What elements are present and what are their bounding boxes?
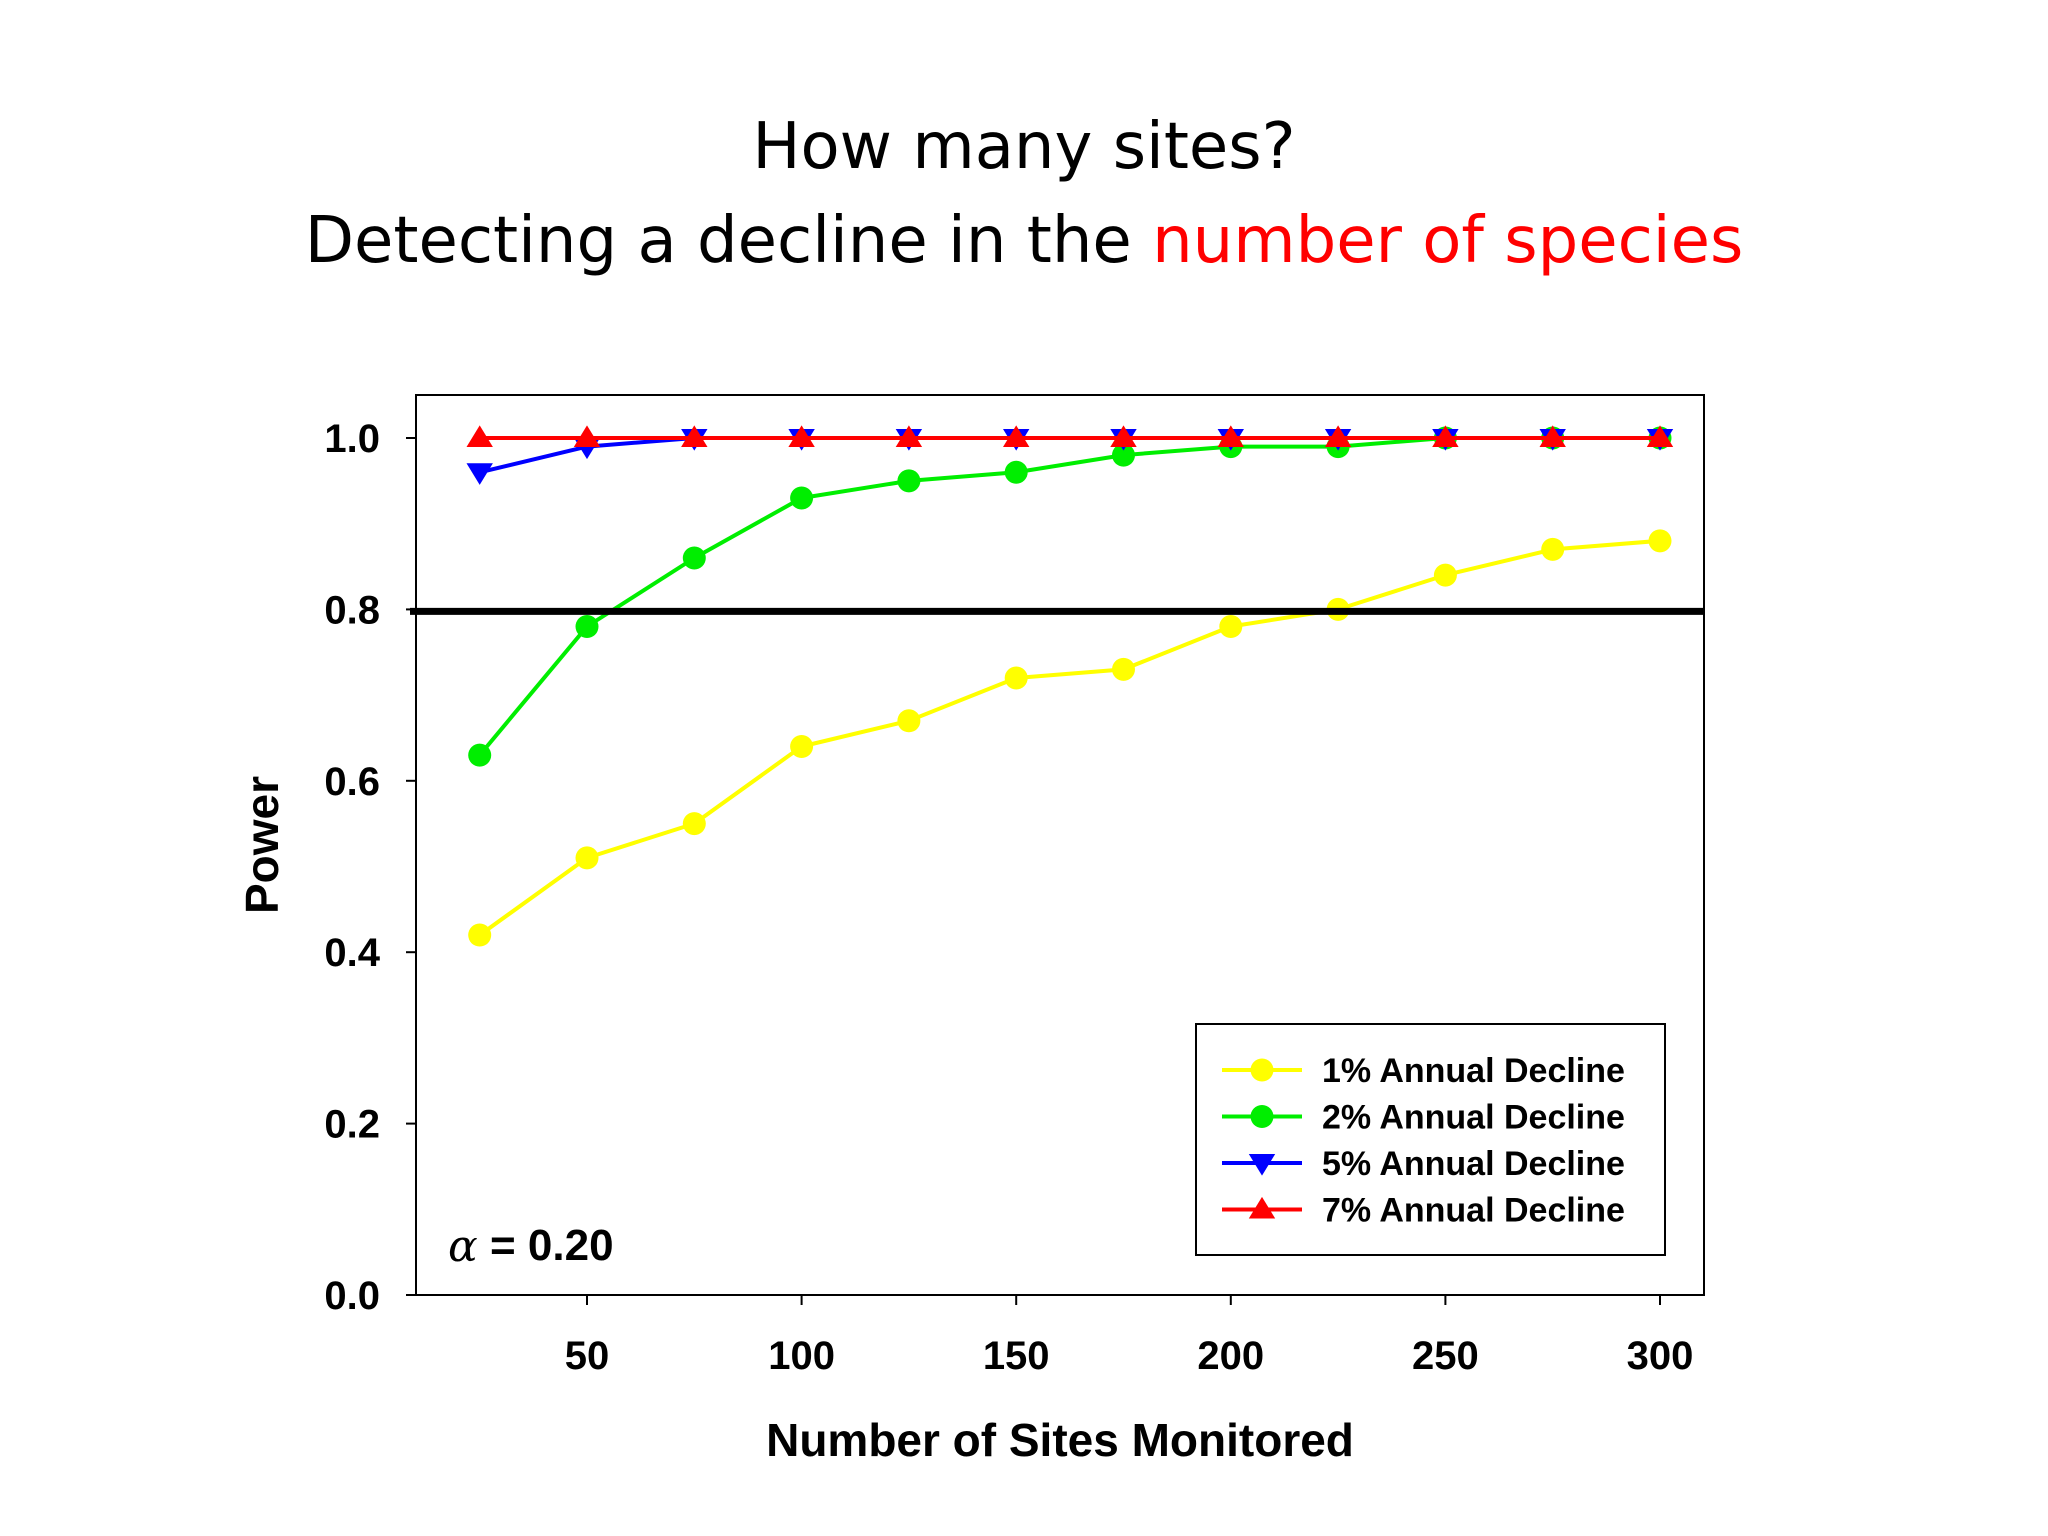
data-point <box>1539 425 1566 447</box>
data-point <box>1248 1154 1276 1176</box>
series-4 <box>466 425 1674 447</box>
x-tick-label: 50 <box>565 1334 610 1378</box>
y-tick-label: 0.6 <box>324 760 380 804</box>
y-tick-label: 0.8 <box>324 588 380 632</box>
slide-title: How many sites? Detecting a decline in t… <box>0 100 2048 288</box>
data-point <box>1219 615 1243 639</box>
data-point <box>895 425 923 447</box>
data-point <box>1112 657 1135 681</box>
legend-item: 2% Annual Decline <box>1222 1099 1625 1137</box>
x-axis-title: Number of Sites Monitored <box>766 1414 1354 1466</box>
series-1 <box>468 529 1672 947</box>
data-point <box>1250 1058 1274 1082</box>
x-tick-label: 250 <box>1412 1334 1479 1378</box>
legend-box <box>1195 1023 1666 1256</box>
y-tick-label: 0.2 <box>324 1103 380 1147</box>
x-tick-label: 200 <box>1197 1334 1264 1378</box>
series-layer <box>466 425 1674 947</box>
tick-layer: 0.0 0.2 0.4 0.6 0.8 1.0 50 100 150 200 250 300 <box>324 417 1693 1378</box>
x-tick-label: 150 <box>983 1334 1050 1378</box>
title-line-1: How many sites? <box>752 110 1296 184</box>
y-axis-title: Power <box>236 776 288 914</box>
data-point <box>1003 425 1030 447</box>
legend-item: 1% Annual Decline <box>1222 1052 1625 1090</box>
data-point <box>681 425 708 447</box>
title-line-2-highlight: number of species <box>1152 204 1744 278</box>
y-tick-label: 0.0 <box>324 1274 380 1318</box>
data-point <box>1324 425 1352 447</box>
annotation-layer: α = 0.20 <box>448 1221 614 1272</box>
legend-label: 2% Annual Decline <box>1322 1099 1625 1137</box>
x-tick-label: 300 <box>1627 1334 1694 1378</box>
data-point <box>682 812 706 836</box>
legend-item: 5% Annual Decline <box>1222 1145 1625 1183</box>
data-point <box>468 923 492 947</box>
data-point <box>1250 1105 1274 1128</box>
y-tick-label: 1.0 <box>324 417 380 461</box>
data-point <box>1432 425 1459 447</box>
data-point <box>788 425 815 447</box>
legend-label: 7% Annual Decline <box>1322 1192 1625 1230</box>
data-point <box>682 546 706 570</box>
data-point <box>468 743 492 767</box>
data-point <box>466 425 493 447</box>
data-point <box>1248 1196 1276 1219</box>
data-point <box>1112 443 1135 467</box>
data-point <box>790 735 814 759</box>
data-point <box>1110 425 1137 447</box>
x-tick-label: 100 <box>768 1334 835 1378</box>
data-point <box>1004 460 1028 484</box>
title-line-2-prefix: Detecting a decline in the <box>304 204 1153 278</box>
data-point <box>1433 563 1457 587</box>
data-point <box>897 709 921 733</box>
data-point <box>1217 425 1244 447</box>
data-point <box>575 615 599 639</box>
data-point <box>1648 529 1672 553</box>
legend-label: 5% Annual Decline <box>1322 1145 1625 1183</box>
legend-label: 1% Annual Decline <box>1322 1052 1625 1090</box>
axis-title-layer: Number of Sites Monitored Power <box>236 776 1354 1466</box>
data-point <box>790 486 814 510</box>
data-point <box>897 469 921 493</box>
data-point <box>1541 537 1565 561</box>
data-point <box>1004 666 1028 690</box>
data-point <box>573 425 601 447</box>
legend-layer: 1% Annual Decline 2% Annual Decline 5% Ann… <box>1195 1023 1666 1256</box>
alpha-symbol: α <box>448 1221 478 1272</box>
y-tick-label: 0.4 <box>324 931 380 975</box>
data-point <box>466 463 493 485</box>
legend-item: 7% Annual Decline <box>1222 1192 1625 1230</box>
data-point <box>1646 425 1674 447</box>
series-line <box>478 538 1661 937</box>
data-point <box>575 846 599 870</box>
alpha-value: = 0.20 <box>490 1221 614 1270</box>
title-line-2: Detecting a decline in the number of spe… <box>0 194 2048 288</box>
